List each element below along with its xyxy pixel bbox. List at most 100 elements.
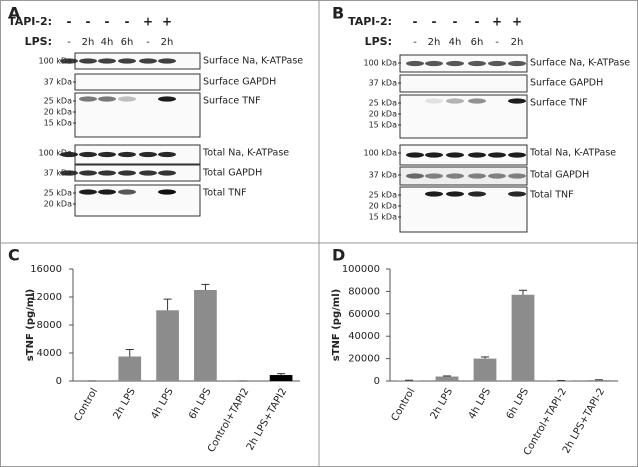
band bbox=[98, 96, 116, 102]
bar bbox=[587, 380, 611, 381]
blot-name: Total TNF bbox=[202, 188, 247, 199]
band bbox=[468, 173, 486, 179]
band bbox=[406, 152, 424, 158]
blot-name: Total GAPDH bbox=[529, 170, 589, 181]
row-label: TAPI-2: bbox=[348, 15, 392, 28]
blot-name: Surface GAPDH bbox=[530, 78, 603, 89]
marker: 100 kDa bbox=[38, 57, 72, 66]
treatment: + bbox=[162, 15, 172, 29]
band bbox=[79, 170, 97, 176]
row-label: LPS: bbox=[25, 35, 52, 48]
band bbox=[98, 151, 116, 158]
treatment: 6h bbox=[471, 37, 484, 48]
blot-strip bbox=[399, 74, 528, 93]
band bbox=[446, 60, 464, 67]
band bbox=[406, 60, 424, 67]
blot-strip bbox=[74, 184, 201, 217]
band bbox=[139, 151, 157, 158]
bar bbox=[269, 375, 293, 381]
band bbox=[118, 170, 136, 176]
band bbox=[60, 58, 78, 64]
band bbox=[446, 173, 464, 179]
blot-name: Total Na, K-ATPase bbox=[529, 148, 616, 159]
marker: 25 kDa bbox=[369, 191, 398, 200]
marker: 20 kDa bbox=[369, 110, 398, 119]
blot-name: Surface TNF bbox=[530, 98, 588, 109]
band bbox=[488, 173, 506, 179]
error-bar bbox=[277, 373, 286, 376]
error-bar bbox=[163, 298, 172, 311]
band bbox=[79, 96, 97, 102]
treatment: - bbox=[146, 37, 150, 48]
band bbox=[488, 152, 506, 158]
treatment: - bbox=[432, 15, 437, 29]
y-tick-label: 60000 bbox=[348, 309, 380, 320]
row-label: TAPI-2: bbox=[8, 15, 52, 28]
bar bbox=[194, 290, 217, 381]
bar bbox=[156, 310, 179, 381]
panel-letter: C bbox=[8, 246, 20, 265]
band bbox=[98, 189, 116, 195]
treatment: 6h bbox=[121, 37, 134, 48]
blot-name: Surface Na, K-ATPase bbox=[530, 58, 630, 69]
treatment: - bbox=[413, 15, 418, 29]
band bbox=[508, 60, 526, 67]
blot-strip bbox=[399, 94, 528, 139]
y-tick-label: 0 bbox=[374, 376, 380, 387]
band bbox=[118, 96, 136, 102]
blot-name: Total Na, K-ATPase bbox=[202, 148, 289, 159]
y-tick-label: 4000 bbox=[37, 348, 62, 359]
bar bbox=[397, 380, 421, 381]
treatment: - bbox=[105, 15, 110, 29]
treatment: 2h bbox=[428, 37, 441, 48]
treatment: - bbox=[413, 37, 417, 48]
blot-name: Surface TNF bbox=[203, 96, 261, 107]
marker: 20 kDa bbox=[44, 108, 73, 117]
band bbox=[158, 151, 176, 158]
row-label: LPS: bbox=[365, 35, 392, 48]
band bbox=[98, 170, 116, 176]
error-bar bbox=[125, 349, 134, 357]
band bbox=[158, 58, 176, 64]
marker: 15 kDa bbox=[369, 213, 398, 222]
band bbox=[118, 58, 136, 64]
y-tick-label: 12000 bbox=[30, 292, 62, 303]
treatment: - bbox=[67, 15, 72, 29]
error-bar bbox=[519, 289, 527, 295]
band bbox=[158, 170, 176, 176]
band bbox=[425, 60, 443, 67]
band bbox=[118, 189, 136, 195]
blot-strip bbox=[74, 73, 201, 91]
band bbox=[158, 189, 176, 195]
y-tick-label: 8000 bbox=[37, 320, 62, 331]
marker: 100 kDa bbox=[363, 149, 397, 158]
panel-letter: B bbox=[332, 4, 344, 23]
marker: 25 kDa bbox=[44, 97, 73, 106]
marker: 37 kDa bbox=[44, 78, 73, 87]
y-tick-label: 100000 bbox=[342, 264, 380, 275]
marker: 20 kDa bbox=[44, 200, 73, 209]
treatment: - bbox=[453, 15, 458, 29]
marker: 100 kDa bbox=[38, 149, 72, 158]
treatment: - bbox=[125, 15, 130, 29]
band bbox=[446, 191, 464, 197]
band bbox=[60, 170, 78, 176]
treatment: + bbox=[143, 15, 153, 29]
error-bar bbox=[481, 356, 489, 359]
marker: 20 kDa bbox=[369, 202, 398, 211]
blot-name: Total GAPDH bbox=[202, 168, 262, 179]
treatment: - bbox=[86, 15, 91, 29]
marker: 15 kDa bbox=[44, 119, 73, 128]
panel-letter: D bbox=[332, 246, 345, 265]
band bbox=[139, 170, 157, 176]
treatment: 4h bbox=[449, 37, 462, 48]
band bbox=[508, 152, 526, 158]
y-tick-label: 20000 bbox=[348, 354, 380, 365]
blot-name: Total TNF bbox=[529, 190, 574, 201]
band bbox=[446, 98, 464, 104]
treatment: - bbox=[67, 37, 71, 48]
bar bbox=[511, 294, 535, 381]
treatment: + bbox=[512, 15, 522, 29]
treatment: 2h bbox=[511, 37, 524, 48]
